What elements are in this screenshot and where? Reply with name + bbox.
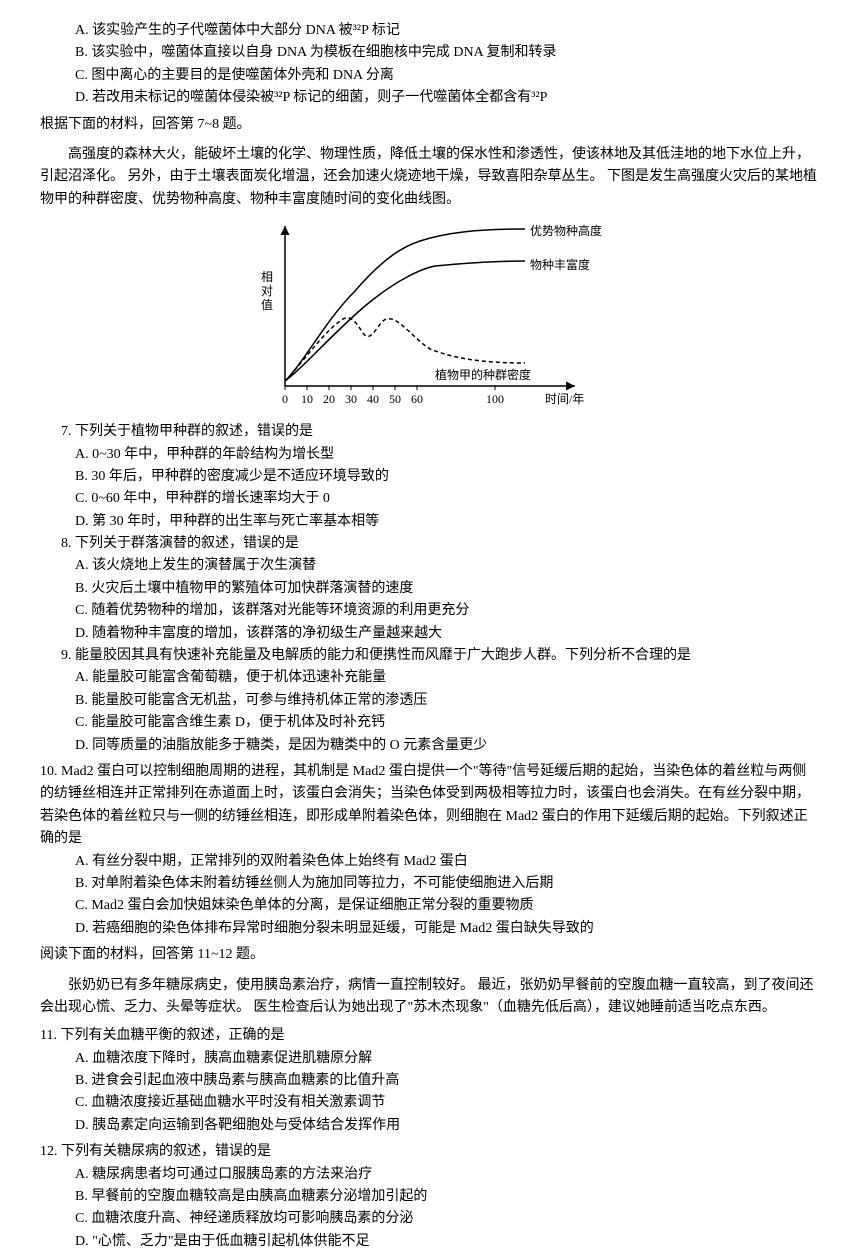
q9-option-c: C. 能量胶可能富含维生素 D，便于机体及时补充钙 <box>40 712 820 734</box>
svg-text:相对值: 相对值 <box>261 270 273 312</box>
svg-text:物种丰富度: 物种丰富度 <box>530 257 590 272</box>
instruction-11-12: 阅读下面的材料，回答第 11~12 题。 <box>40 944 820 966</box>
svg-text:优势物种高度: 优势物种高度 <box>530 223 602 238</box>
population-chart: 相对值时间/年 0 10 20 30 40 50 60 100 优势物种高度物种丰富度植物甲的种群… <box>235 221 625 411</box>
q11-option-d: D. 胰岛素定向运输到各靶细胞处与受体结合发挥作用 <box>40 1115 820 1137</box>
q8-option-d: D. 随着物种丰富度的增加，该群落的净初级生产量越来越大 <box>40 623 820 645</box>
passage-7-8: 高强度的森林大火，能破坏土壤的化学、物理性质，降低土壤的保水性和渗透性，使该林地… <box>40 144 820 211</box>
svg-text:60: 60 <box>411 392 423 406</box>
q11-option-c: C. 血糖浓度接近基础血糖水平时没有相关激素调节 <box>40 1092 820 1114</box>
q7-option-c: C. 0~60 年中，甲种群的增长速率均大于 0 <box>40 488 820 510</box>
q12-option-c: C. 血糖浓度升高、神经递质释放均可影响胰岛素的分泌 <box>40 1208 820 1230</box>
q12-option-b: B. 早餐前的空腹血糖较高是由胰高血糖素分泌增加引起的 <box>40 1186 820 1208</box>
q7-option-a: A. 0~30 年中，甲种群的年龄结构为增长型 <box>40 444 820 466</box>
q7-option-d: D. 第 30 年时，甲种群的出生率与死亡率基本相等 <box>40 511 820 533</box>
q7-stem: 7. 下列关于植物甲种群的叙述，错误的是 <box>40 421 820 443</box>
instruction-7-8: 根据下面的材料，回答第 7~8 题。 <box>40 114 820 136</box>
q11-stem: 11. 下列有关血糖平衡的叙述，正确的是 <box>40 1025 820 1047</box>
svg-text:30: 30 <box>345 392 357 406</box>
svg-text:时间/年: 时间/年 <box>545 392 584 406</box>
svg-text:50: 50 <box>389 392 401 406</box>
q9-stem: 9. 能量胶因其具有快速补充能量及电解质的能力和便携性而风靡于广大跑步人群。下列… <box>40 645 820 667</box>
q10-option-d: D. 若癌细胞的染色体排布异常时细胞分裂未明显延缓，可能是 Mad2 蛋白缺失导… <box>40 918 820 940</box>
q10-option-a: A. 有丝分裂中期，正常排列的双附着染色体上始终有 Mad2 蛋白 <box>40 851 820 873</box>
svg-text:0: 0 <box>282 392 288 406</box>
q8-stem: 8. 下列关于群落演替的叙述，错误的是 <box>40 533 820 555</box>
q12-option-d: D. "心慌、乏力"是由于低血糖引起机体供能不足 <box>40 1231 820 1253</box>
q9-option-b: B. 能量胶可能富含无机盐，可参与维持机体正常的渗透压 <box>40 690 820 712</box>
q8-option-c: C. 随着优势物种的增加，该群落对光能等环境资源的利用更充分 <box>40 600 820 622</box>
q10-option-c: C. Mad2 蛋白会加快姐妹染色单体的分离，是保证细胞正常分裂的重要物质 <box>40 895 820 917</box>
q6-option-a: A. 该实验产生的子代噬菌体中大部分 DNA 被³²P 标记 <box>40 20 820 42</box>
passage-11-12: 张奶奶已有多年糖尿病史，使用胰岛素治疗，病情一直控制较好。 最近，张奶奶早餐前的… <box>40 975 820 1020</box>
q6-option-c: C. 图中离心的主要目的是使噬菌体外壳和 DNA 分离 <box>40 65 820 87</box>
chart-container: 相对值时间/年 0 10 20 30 40 50 60 100 优势物种高度物种丰富度植物甲的种群… <box>40 221 820 411</box>
q8-option-a: A. 该火烧地上发生的演替属于次生演替 <box>40 555 820 577</box>
q8-option-b: B. 火灾后土壤中植物甲的繁殖体可加快群落演替的速度 <box>40 578 820 600</box>
q11-option-b: B. 进食会引起血液中胰岛素与胰高血糖素的比值升高 <box>40 1070 820 1092</box>
svg-text:植物甲的种群密度: 植物甲的种群密度 <box>435 367 531 382</box>
q6-option-d: D. 若改用未标记的噬菌体侵染被³²P 标记的细菌，则子一代噬菌体全都含有³²P <box>40 87 820 109</box>
q12-option-a: A. 糖尿病患者均可通过口服胰岛素的方法来治疗 <box>40 1164 820 1186</box>
q9-option-a: A. 能量胶可能富含葡萄糖，便于机体迅速补充能量 <box>40 667 820 689</box>
q12-stem: 12. 下列有关糖尿病的叙述，错误的是 <box>40 1141 820 1163</box>
q11-option-a: A. 血糖浓度下降时，胰高血糖素促进肌糖原分解 <box>40 1048 820 1070</box>
svg-text:40: 40 <box>367 392 379 406</box>
q7-option-b: B. 30 年后，甲种群的密度减少是不适应环境导致的 <box>40 466 820 488</box>
q9-option-d: D. 同等质量的油脂放能多于糖类，是因为糖类中的 O 元素含量更少 <box>40 735 820 757</box>
q10-stem: 10. Mad2 蛋白可以控制细胞周期的进程，其机制是 Mad2 蛋白提供一个"… <box>40 761 820 851</box>
q6-option-b: B. 该实验中，噬菌体直接以自身 DNA 为模板在细胞核中完成 DNA 复制和转… <box>40 42 820 64</box>
svg-text:20: 20 <box>323 392 335 406</box>
svg-text:100: 100 <box>486 392 504 406</box>
svg-text:10: 10 <box>301 392 313 406</box>
q10-option-b: B. 对单附着染色体未附着纺锤丝侧人为施加同等拉力，不可能使细胞进入后期 <box>40 873 820 895</box>
